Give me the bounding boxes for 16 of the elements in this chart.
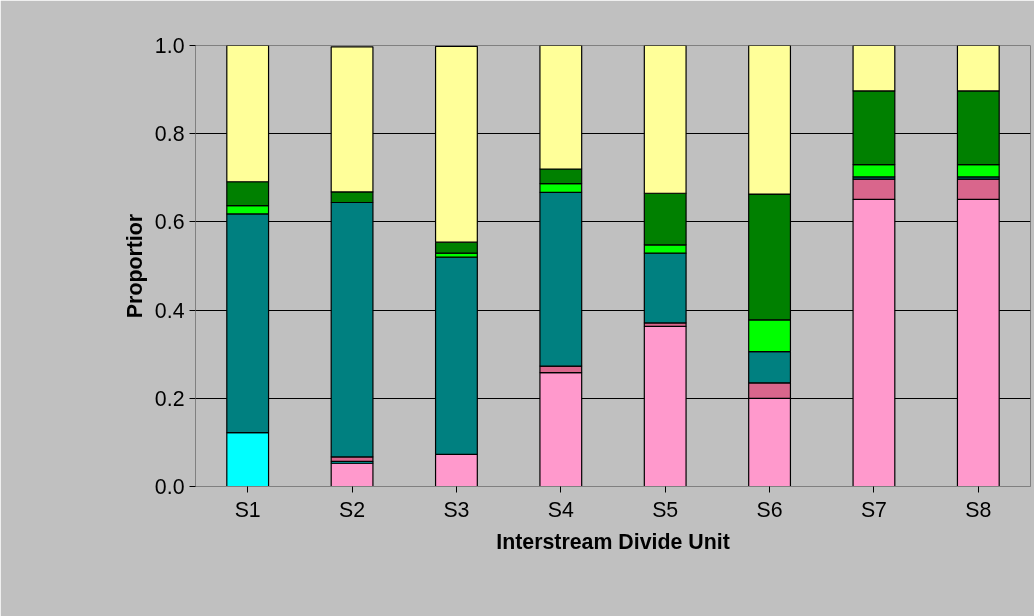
x-tick-label: S8	[965, 497, 992, 522]
y-axis-title: Proportior	[122, 213, 147, 319]
x-tick-label: S4	[547, 497, 574, 522]
x-tick-label: S5	[652, 497, 679, 522]
y-tick-label: 0.6	[154, 210, 185, 235]
x-tick-label: S3	[443, 497, 470, 522]
y-tick-label: 0.0	[154, 475, 185, 499]
x-tick-label: S6	[756, 497, 783, 522]
y-tick-label: 0.4	[154, 298, 185, 323]
y-tick-label: 1.0	[154, 34, 185, 58]
x-tick-label: S7	[860, 497, 887, 522]
x-tick-label: S2	[339, 497, 366, 522]
x-tick-label: S1	[234, 497, 261, 522]
y-tick-label: 0.8	[154, 122, 185, 147]
x-axis-title: Interstream Divide Unit	[496, 529, 730, 554]
y-tick-label: 0.2	[154, 386, 185, 411]
